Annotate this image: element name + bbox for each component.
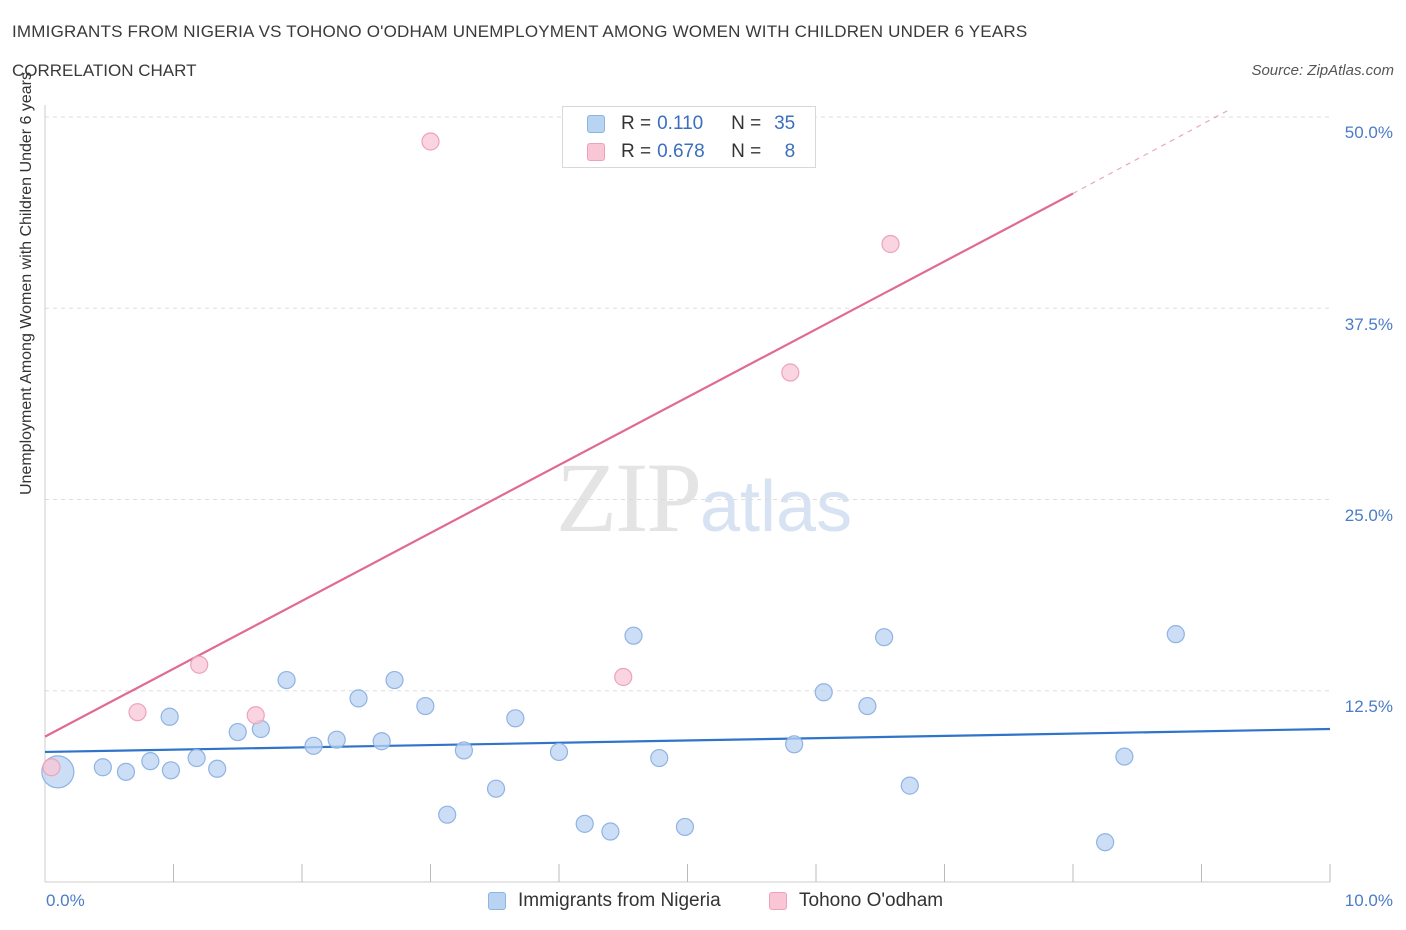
x-tick-label-max: 10.0% [1344,891,1393,910]
chart-title: IMMIGRANTS FROM NIGERIA VS TOHONO O'ODHA… [12,22,1028,41]
point-nigeria [575,814,594,833]
point-nigeria [416,696,435,716]
legend-item-tohono[interactable]: Tohono O'odham [769,890,943,912]
legend-item-label: Tohono O'odham [799,890,944,911]
trend-line-tohono [44,192,1074,738]
legend-swatch-pink [587,143,605,161]
legend-row-nigeria: R = 0.110 N = 35 [587,112,795,136]
axes [44,105,1331,883]
legend-r-label: R = [621,141,652,162]
y-axis-label: Unemployment Among Women with Children U… [18,71,35,495]
point-nigeria [141,752,160,771]
point-tohono [246,706,265,725]
point-nigeria [116,762,136,781]
point-nigeria [385,670,404,690]
point-nigeria [304,736,323,755]
watermark-atlas: atlas [700,467,853,547]
x-tick-label-min: 0.0% [46,891,85,910]
point-nigeria [327,730,346,749]
legend-n-label: N = [731,113,762,134]
point-nigeria [372,732,391,751]
point-nigeria [858,696,877,716]
trend-line-tohono-extension [1072,110,1228,195]
point-nigeria [93,758,112,777]
point-nigeria [160,707,179,726]
point-tohono [781,363,800,382]
point-nigeria [814,683,833,702]
legend-item-nigeria[interactable]: Immigrants from Nigeria [488,890,721,912]
watermark: ZIPatlas [556,440,852,555]
point-nigeria [438,805,457,824]
legend-n-value: 8 [784,141,796,162]
legend-r-label: R = [621,113,652,134]
legend-swatch-blue [587,115,605,133]
point-nigeria [1115,747,1134,766]
point-nigeria [187,748,206,768]
point-nigeria [228,722,247,742]
point-nigeria [785,735,804,754]
point-tohono [128,703,147,722]
source-credit: Source: ZipAtlas.com [1251,62,1394,79]
point-nigeria [349,689,368,708]
point-nigeria [601,822,620,841]
point-tohono [190,655,209,674]
legend-n-label: N = [731,141,762,162]
point-nigeria [650,748,669,768]
y-tick-label-37-5: 37.5% [1344,315,1393,334]
legend-swatch-blue [488,892,506,910]
legend-r-value: 0.678 [657,141,705,162]
point-tohono [42,758,61,777]
point-tohono [881,234,900,254]
point-nigeria [1166,625,1185,644]
legend-r-value: 0.110 [657,113,704,134]
trend-lines [44,110,1331,754]
chart-subtitle: CORRELATION CHART [12,61,197,80]
point-nigeria [208,759,227,778]
grid-lines [45,116,1330,692]
legend-n-value: 35 [774,113,796,134]
point-nigeria [875,628,894,647]
legend-item-label: Immigrants from Nigeria [518,890,721,911]
point-tohono [421,132,440,151]
legend-row-tohono: R = 0.678 N = 8 [587,140,795,164]
point-nigeria [277,670,296,690]
point-nigeria [1096,833,1115,852]
point-nigeria [161,761,181,780]
point-nigeria [900,776,919,795]
y-tick-label-12-5: 12.5% [1344,697,1393,716]
trend-line-nigeria [44,727,1331,754]
watermark-zip: ZIP [556,442,702,553]
point-tohono [614,667,633,687]
point-nigeria [506,709,525,728]
y-tick-label-50: 50.0% [1344,123,1393,142]
stats-legend: R = 0.110 N = 35 R = 0.678 N = 8 [562,106,816,168]
legend-swatch-pink [769,892,787,910]
point-nigeria [486,779,506,798]
point-nigeria [675,817,695,837]
point-nigeria [454,741,474,760]
y-tick-label-25: 25.0% [1344,506,1393,525]
data-points [41,132,1185,852]
point-nigeria [624,626,643,645]
point-nigeria [549,742,569,762]
